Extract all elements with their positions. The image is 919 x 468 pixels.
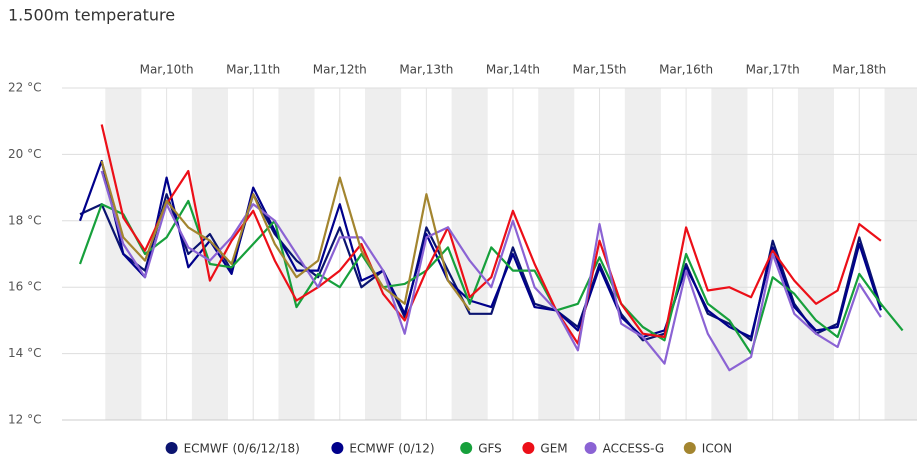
night-band (624, 88, 661, 420)
night-band (365, 88, 402, 420)
legend-label: ECMWF (0/6/12/18) (184, 442, 300, 456)
series-line (100, 160, 471, 312)
legend-marker (331, 442, 344, 454)
legend-label: ICON (702, 442, 732, 456)
night-bands (105, 88, 917, 420)
series-line (100, 124, 882, 345)
x-tick-label: Mar,18th (832, 63, 886, 77)
x-tick-label: Mar,14th (486, 63, 540, 77)
x-tick-label: Mar,11th (226, 63, 280, 77)
night-band (711, 88, 748, 420)
x-tick-label: Mar,16th (659, 63, 713, 77)
x-tick-label: Mar,13th (399, 63, 453, 77)
legend-label: ACCESS-G (603, 442, 665, 456)
legend-marker (165, 442, 178, 454)
x-tick-label: Mar,15th (573, 63, 627, 77)
night-band (797, 88, 835, 420)
legend-marker (683, 442, 696, 454)
y-tick-label: 18 °C (8, 213, 41, 227)
series-line (78, 159, 882, 339)
legend-label: GFS (478, 442, 502, 456)
y-tick-label: 12 °C (8, 413, 41, 427)
legend-label: ECMWF (0/12) (349, 442, 434, 456)
y-tick-label: 22 °C (8, 81, 41, 95)
y-tick-label: 14 °C (8, 346, 41, 360)
night-band (451, 88, 488, 420)
night-band (884, 88, 917, 420)
series-line (79, 193, 882, 342)
x-tick-label: Mar,10th (140, 63, 194, 77)
legend-label: GEM (540, 442, 567, 456)
legend-marker (522, 442, 535, 454)
grid: 12 °C 14 °C 16 °C 18 °C 20 °C 22 °C Mar,10th Ma… (8, 63, 917, 427)
x-tick-label: Mar,17th (746, 63, 800, 77)
legend-marker (460, 442, 473, 454)
y-tick-label: 20 °C (8, 147, 41, 161)
series-line (100, 170, 882, 372)
x-tick-label: Mar,12th (313, 63, 367, 77)
legend-marker (584, 442, 597, 454)
chart-title: 1.500m temperature (8, 6, 175, 25)
night-band (538, 88, 575, 420)
legend: ECMWF (0/6/12/18) ECMWF (0/12) GFS GEM ACCES… (165, 442, 732, 456)
y-tick-label: 16 °C (8, 280, 41, 294)
lines (78, 124, 904, 372)
